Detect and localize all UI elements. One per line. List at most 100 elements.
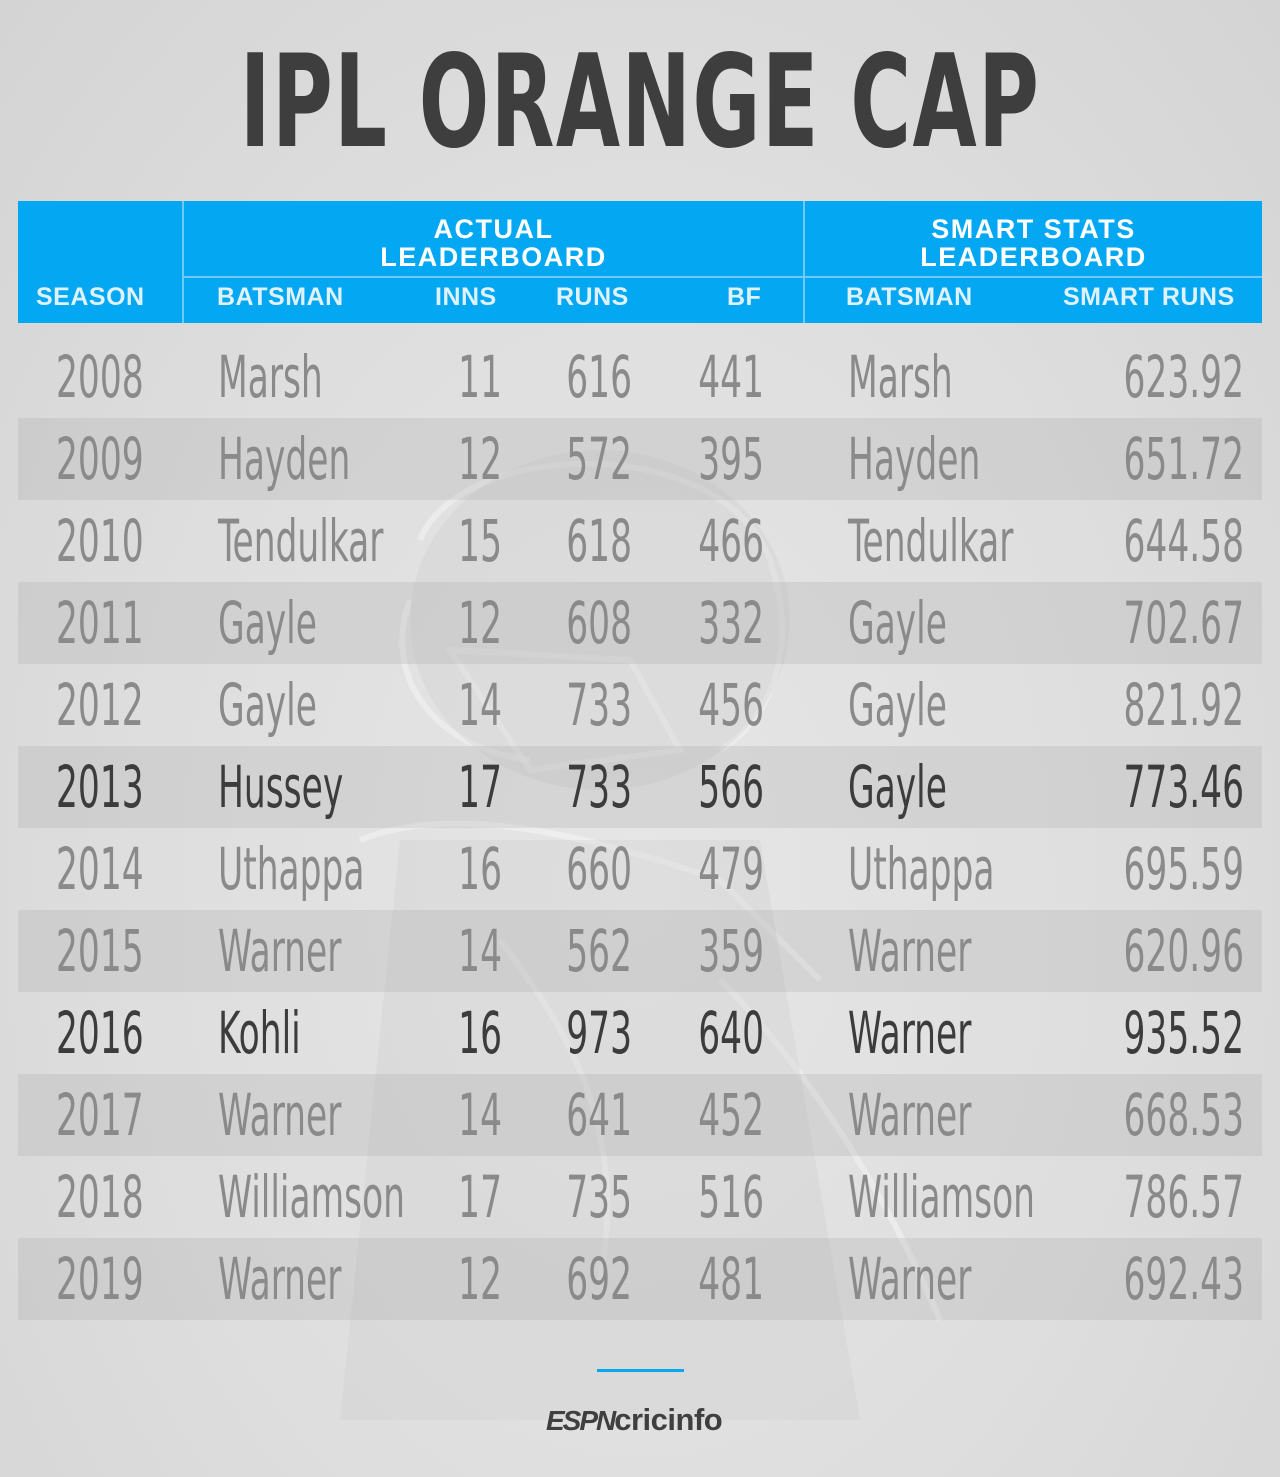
inns-cell: 15: [458, 507, 502, 575]
smart-batsman-cell: Warner: [848, 1245, 972, 1313]
season-cell: 2017: [56, 1081, 144, 1149]
season-cell: 2014: [56, 835, 144, 903]
runs-cell: 562: [566, 917, 632, 985]
table-row: 2011 Gayle 12 608 332 Gayle 702.67: [18, 582, 1262, 664]
table-row: 2019 Warner 12 692 481 Warner 692.43: [18, 1238, 1262, 1320]
bf-cell: 452: [698, 1081, 764, 1149]
table-row: 2013 Hussey 17 733 566 Gayle 773.46: [18, 746, 1262, 828]
batsman-cell: Warner: [218, 917, 342, 985]
column-header-smart-batsman: BATSMAN: [846, 283, 973, 311]
table-row: 2009 Hayden 12 572 395 Hayden 651.72: [18, 418, 1262, 500]
batsman-cell: Williamson: [218, 1163, 405, 1231]
smart-batsman-cell: Warner: [848, 917, 972, 985]
page-title: IPL ORANGE CAP: [239, 28, 1041, 177]
table-row: 2015 Warner 14 562 359 Warner 620.96: [18, 910, 1262, 992]
inns-cell: 17: [458, 753, 502, 821]
batsman-cell: Tendulkar: [218, 507, 384, 575]
column-header-smart-runs: SMART RUNS: [1063, 283, 1235, 311]
smart-batsman-cell: Hayden: [848, 425, 981, 493]
bf-cell: 466: [698, 507, 764, 575]
actual-leaderboard-group-label: ACTUAL LEADERBOARD: [184, 215, 803, 271]
bf-cell: 566: [698, 753, 764, 821]
bf-cell: 395: [698, 425, 764, 493]
runs-cell: 572: [566, 425, 632, 493]
season-cell: 2015: [56, 917, 144, 985]
header-rule: [184, 276, 803, 278]
group-label-line: ACTUAL: [433, 214, 554, 244]
smart-batsman-cell: Warner: [848, 999, 972, 1067]
header-divider: [182, 201, 184, 323]
smart-batsman-cell: Marsh: [848, 343, 953, 411]
inns-cell: 11: [458, 343, 502, 411]
table-row: 2017 Warner 14 641 452 Warner 668.53: [18, 1074, 1262, 1156]
smart-runs-cell: 702.67: [1123, 589, 1244, 657]
season-cell: 2019: [56, 1245, 144, 1313]
inns-cell: 16: [458, 999, 502, 1067]
smart-batsman-cell: Gayle: [848, 589, 947, 657]
smart-batsman-cell: Warner: [848, 1081, 972, 1149]
batsman-cell: Uthappa: [218, 835, 365, 903]
runs-cell: 660: [566, 835, 632, 903]
season-cell: 2011: [56, 589, 144, 657]
column-header-batsman: BATSMAN: [217, 283, 344, 311]
smart-batsman-cell: Gayle: [848, 671, 947, 739]
season-cell: 2013: [56, 753, 144, 821]
bf-cell: 516: [698, 1163, 764, 1231]
table-body: 2008 Marsh 11 616 441 Marsh 623.92 2009 …: [18, 336, 1262, 1320]
column-header-inns: INNS: [435, 283, 497, 311]
runs-cell: 735: [566, 1163, 632, 1231]
smart-runs-cell: 668.53: [1123, 1081, 1244, 1149]
table-row: 2016 Kohli 16 973 640 Warner 935.52: [18, 992, 1262, 1074]
inns-cell: 12: [458, 1245, 502, 1313]
batsman-cell: Kohli: [218, 999, 301, 1067]
smart-batsman-cell: Gayle: [848, 753, 947, 821]
smart-runs-cell: 620.96: [1123, 917, 1244, 985]
table-row: 2008 Marsh 11 616 441 Marsh 623.92: [18, 336, 1262, 418]
smart-runs-cell: 692.43: [1123, 1245, 1244, 1313]
batsman-cell: Warner: [218, 1245, 342, 1313]
smart-runs-cell: 935.52: [1123, 999, 1244, 1067]
table-row: 2010 Tendulkar 15 618 466 Tendulkar 644.…: [18, 500, 1262, 582]
logo-espn: ESPN: [546, 1405, 616, 1436]
group-label-line: SMART STATS: [931, 214, 1136, 244]
table-row: 2014 Uthappa 16 660 479 Uthappa 695.59: [18, 828, 1262, 910]
bf-cell: 456: [698, 671, 764, 739]
runs-cell: 973: [566, 999, 632, 1067]
season-cell: 2010: [56, 507, 144, 575]
runs-cell: 692: [566, 1245, 632, 1313]
runs-cell: 608: [566, 589, 632, 657]
inns-cell: 17: [458, 1163, 502, 1231]
header-divider: [803, 201, 805, 323]
season-cell: 2018: [56, 1163, 144, 1231]
table-row: 2012 Gayle 14 733 456 Gayle 821.92: [18, 664, 1262, 746]
inns-cell: 12: [458, 425, 502, 493]
inns-cell: 14: [458, 917, 502, 985]
batsman-cell: Marsh: [218, 343, 323, 411]
logo-cricinfo: cricinfo: [614, 1402, 723, 1437]
smart-runs-cell: 644.58: [1123, 507, 1244, 575]
group-label-line: LEADERBOARD: [380, 242, 607, 272]
inns-cell: 14: [458, 671, 502, 739]
group-label-line: LEADERBOARD: [920, 242, 1147, 272]
batsman-cell: Gayle: [218, 671, 317, 739]
runs-cell: 616: [566, 343, 632, 411]
smart-stats-leaderboard-group-label: SMART STATS LEADERBOARD: [805, 215, 1262, 271]
espncricinfo-logo: ESPNcricinfo: [546, 1402, 723, 1438]
bf-cell: 332: [698, 589, 764, 657]
smart-batsman-cell: Tendulkar: [848, 507, 1014, 575]
bf-cell: 441: [698, 343, 764, 411]
inns-cell: 14: [458, 1081, 502, 1149]
runs-cell: 618: [566, 507, 632, 575]
smart-runs-cell: 786.57: [1123, 1163, 1244, 1231]
table-row: 2018 Williamson 17 735 516 Williamson 78…: [18, 1156, 1262, 1238]
batsman-cell: Gayle: [218, 589, 317, 657]
inns-cell: 16: [458, 835, 502, 903]
smart-runs-cell: 773.46: [1123, 753, 1244, 821]
bf-cell: 481: [698, 1245, 764, 1313]
batsman-cell: Hussey: [218, 753, 344, 821]
footer-accent-line: [597, 1369, 684, 1372]
runs-cell: 641: [566, 1081, 632, 1149]
bf-cell: 359: [698, 917, 764, 985]
runs-cell: 733: [566, 753, 632, 821]
smart-runs-cell: 821.92: [1123, 671, 1244, 739]
